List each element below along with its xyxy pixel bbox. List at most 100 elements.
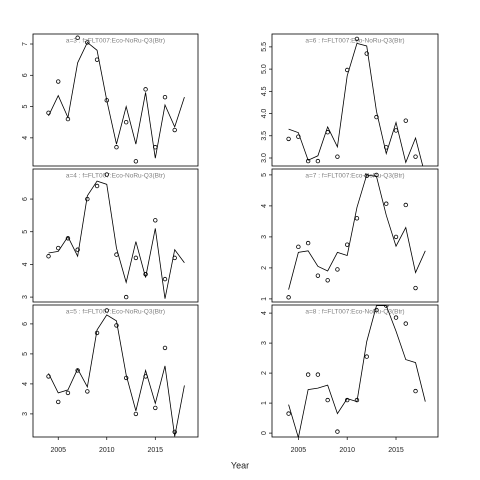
y-tick-label: 6 bbox=[22, 322, 29, 326]
y-tick-label: 4 bbox=[22, 382, 29, 386]
data-point bbox=[56, 399, 61, 405]
data-point bbox=[94, 183, 100, 189]
y-tick-label: 1 bbox=[261, 401, 268, 405]
data-point bbox=[296, 244, 301, 250]
data-point bbox=[114, 145, 119, 150]
x-tick-label: 2005 bbox=[50, 447, 66, 454]
data-point bbox=[364, 173, 369, 179]
data-point bbox=[354, 216, 360, 221]
data-point bbox=[114, 323, 119, 328]
y-tick-label: 3 bbox=[261, 235, 268, 239]
panel-frame bbox=[271, 304, 439, 438]
data-point bbox=[172, 127, 177, 133]
y-tick-label: 4 bbox=[22, 262, 29, 266]
panel-title: a=4 : f=FLT007:Eco-NoRu-Q3(Btr) bbox=[66, 173, 165, 180]
data-point bbox=[143, 87, 148, 92]
fit-line bbox=[48, 314, 185, 437]
y-tick-label: 3.0 bbox=[261, 153, 268, 163]
data-point bbox=[403, 321, 408, 326]
plot-area bbox=[46, 35, 185, 164]
panel-title: a=8 : f=FLT007:Eco-NoRu-Q3(Btr) bbox=[305, 309, 404, 316]
data-point bbox=[413, 154, 418, 159]
panel-title: a=3 : f=FLT007:Eco-NoRu-Q3(Btr) bbox=[66, 38, 165, 45]
plot-area bbox=[286, 36, 424, 166]
data-point bbox=[286, 136, 291, 142]
panel-frame bbox=[271, 33, 439, 167]
data-point bbox=[46, 254, 51, 259]
y-tick-label: 3 bbox=[261, 341, 268, 345]
panel-title: a=5 : f=FLT007:Eco-NoRu-Q3(Btr) bbox=[66, 309, 165, 316]
fit-line bbox=[48, 41, 185, 159]
data-point bbox=[123, 294, 129, 300]
y-tick-label: 5.0 bbox=[261, 64, 268, 74]
x-tick-label: 2005 bbox=[291, 447, 307, 454]
data-point bbox=[104, 308, 109, 313]
data-point bbox=[413, 285, 418, 291]
data-point bbox=[315, 158, 321, 164]
y-tick-label: 3 bbox=[22, 412, 29, 416]
data-point bbox=[325, 397, 330, 403]
fit-line bbox=[288, 305, 426, 437]
x-axis-label: Year bbox=[231, 460, 249, 470]
data-point bbox=[162, 94, 168, 100]
data-point bbox=[65, 390, 71, 396]
data-point bbox=[315, 273, 321, 278]
panel-frame bbox=[32, 304, 199, 438]
y-tick-label: 0 bbox=[261, 431, 268, 435]
data-point bbox=[403, 202, 408, 208]
data-point bbox=[374, 307, 379, 313]
panel-frame bbox=[32, 168, 199, 303]
data-point bbox=[162, 345, 168, 351]
data-point bbox=[85, 40, 90, 45]
y-tick-label: 4 bbox=[22, 136, 29, 140]
panel-frame bbox=[271, 168, 439, 303]
y-tick-label: 4.5 bbox=[261, 86, 268, 96]
data-point bbox=[133, 255, 139, 261]
data-point bbox=[364, 51, 369, 56]
y-tick-label: 4.0 bbox=[261, 109, 268, 119]
fit-line bbox=[288, 42, 424, 166]
data-point bbox=[123, 120, 129, 125]
fit-line bbox=[48, 180, 185, 299]
data-point bbox=[344, 242, 350, 247]
y-tick-label: 3.5 bbox=[261, 131, 268, 141]
x-tick-label: 2010 bbox=[99, 447, 115, 454]
data-point bbox=[335, 154, 340, 159]
data-point bbox=[75, 35, 80, 40]
plot-area bbox=[286, 305, 426, 437]
x-tick-label: 2015 bbox=[388, 447, 404, 454]
data-point bbox=[393, 315, 399, 320]
y-tick-label: 5 bbox=[22, 230, 29, 234]
data-point bbox=[104, 172, 109, 177]
data-point bbox=[325, 278, 330, 283]
plot-area bbox=[286, 172, 426, 300]
x-tick-label: 2015 bbox=[148, 447, 164, 454]
data-point bbox=[286, 411, 291, 416]
data-point bbox=[335, 429, 340, 434]
y-tick-label: 2 bbox=[261, 266, 268, 270]
y-tick-label: 5 bbox=[261, 173, 268, 177]
plot-area bbox=[46, 172, 185, 300]
data-point bbox=[315, 372, 321, 377]
y-tick-label: 5 bbox=[22, 105, 29, 109]
data-point bbox=[162, 276, 168, 282]
data-point bbox=[153, 405, 158, 411]
data-point bbox=[305, 240, 311, 246]
y-tick-label: 5.5 bbox=[261, 42, 268, 52]
data-point bbox=[133, 159, 139, 164]
data-point bbox=[75, 247, 80, 252]
y-tick-label: 4 bbox=[261, 204, 268, 208]
data-point bbox=[335, 267, 340, 272]
panel-frame bbox=[32, 33, 199, 167]
plot-area bbox=[46, 308, 185, 437]
data-point bbox=[393, 234, 399, 240]
y-tick-label: 1 bbox=[261, 297, 268, 301]
data-point bbox=[354, 36, 360, 42]
y-tick-label: 3 bbox=[22, 295, 29, 299]
y-tick-label: 4 bbox=[261, 311, 268, 315]
panel-title: a=6 : f=FLT007:Eco-NoRu-Q3(Btr) bbox=[305, 38, 404, 45]
x-tick-label: 2010 bbox=[339, 447, 355, 454]
y-tick-label: 6 bbox=[22, 197, 29, 201]
data-point bbox=[384, 201, 389, 206]
